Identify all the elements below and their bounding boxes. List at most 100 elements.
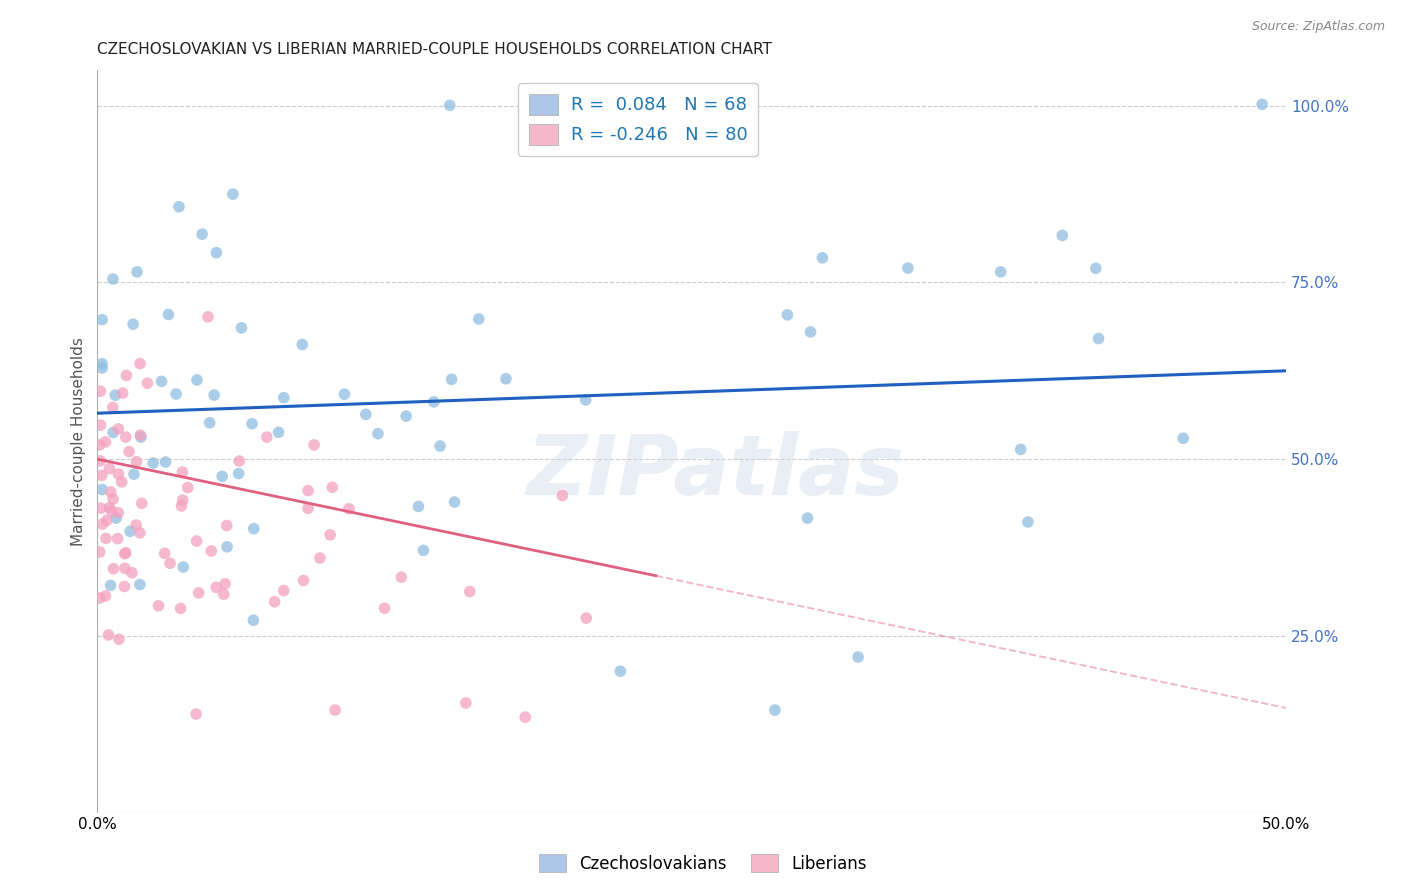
- Point: [94, 532, 117, 546]
- Point: [811, 251, 834, 265]
- Point: [323, 703, 346, 717]
- Point: [100, 578, 122, 592]
- Point: [228, 454, 250, 468]
- Point: [94, 434, 117, 449]
- Point: [197, 310, 219, 324]
- Point: [228, 467, 250, 481]
- Point: [122, 317, 145, 331]
- Point: [91, 312, 114, 326]
- Point: [98, 461, 121, 475]
- Point: [187, 586, 209, 600]
- Point: [172, 560, 194, 574]
- Point: [101, 272, 124, 286]
- Point: [111, 475, 134, 489]
- Point: [200, 544, 222, 558]
- Text: CZECHOSLOVAKIAN VS LIBERIAN MARRIED-COUPLE HOUSEHOLDS CORRELATION CHART: CZECHOSLOVAKIAN VS LIBERIAN MARRIED-COUP…: [97, 42, 772, 57]
- Point: [211, 469, 233, 483]
- Point: [367, 426, 389, 441]
- Point: [242, 522, 264, 536]
- Point: [107, 422, 129, 436]
- Point: [96, 513, 118, 527]
- Y-axis label: Married-couple Households: Married-couple Households: [72, 337, 86, 546]
- Point: [90, 501, 112, 516]
- Point: [125, 455, 148, 469]
- Point: [107, 467, 129, 482]
- Point: [129, 357, 152, 371]
- Point: [89, 591, 111, 605]
- Point: [374, 601, 396, 615]
- Point: [763, 703, 786, 717]
- Point: [846, 650, 869, 665]
- Point: [408, 500, 430, 514]
- Point: [131, 496, 153, 510]
- Point: [105, 511, 128, 525]
- Point: [114, 430, 136, 444]
- Point: [118, 524, 141, 539]
- Point: [302, 438, 325, 452]
- Point: [256, 430, 278, 444]
- Point: [212, 587, 235, 601]
- Text: Source: ZipAtlas.com: Source: ZipAtlas.com: [1251, 20, 1385, 33]
- Point: [155, 455, 177, 469]
- Point: [333, 387, 356, 401]
- Point: [104, 388, 127, 402]
- Point: [609, 664, 631, 678]
- Point: [165, 387, 187, 401]
- Point: [1087, 332, 1109, 346]
- Point: [319, 528, 342, 542]
- Point: [776, 308, 799, 322]
- Point: [128, 525, 150, 540]
- Point: [205, 580, 228, 594]
- Text: ZIPatlas: ZIPatlas: [526, 431, 904, 512]
- Point: [125, 265, 148, 279]
- Point: [111, 386, 134, 401]
- Point: [202, 388, 225, 402]
- Point: [101, 425, 124, 440]
- Point: [91, 357, 114, 371]
- Point: [191, 227, 214, 242]
- Point: [148, 599, 170, 613]
- Point: [100, 504, 122, 518]
- Point: [89, 384, 111, 399]
- Point: [1052, 228, 1074, 243]
- Point: [103, 562, 125, 576]
- Point: [575, 392, 598, 407]
- Point: [170, 499, 193, 513]
- Point: [114, 579, 136, 593]
- Legend: Czechoslovakians, Liberians: Czechoslovakians, Liberians: [533, 847, 873, 880]
- Point: [292, 574, 315, 588]
- Point: [121, 566, 143, 580]
- Point: [389, 570, 412, 584]
- Point: [551, 489, 574, 503]
- Point: [515, 710, 537, 724]
- Point: [186, 534, 208, 549]
- Point: [172, 493, 194, 508]
- Point: [1084, 261, 1107, 276]
- Point: [184, 707, 207, 722]
- Point: [273, 391, 295, 405]
- Point: [309, 551, 332, 566]
- Point: [91, 517, 114, 532]
- Point: [89, 454, 111, 468]
- Point: [118, 444, 141, 458]
- Point: [159, 556, 181, 570]
- Point: [98, 500, 121, 515]
- Point: [107, 532, 129, 546]
- Point: [108, 632, 131, 647]
- Point: [240, 417, 263, 431]
- Point: [297, 501, 319, 516]
- Point: [321, 480, 343, 494]
- Point: [186, 373, 208, 387]
- Point: [458, 584, 481, 599]
- Point: [215, 518, 238, 533]
- Point: [91, 361, 114, 376]
- Point: [423, 395, 446, 409]
- Point: [101, 401, 124, 415]
- Point: [337, 501, 360, 516]
- Point: [153, 546, 176, 560]
- Point: [263, 595, 285, 609]
- Point: [122, 467, 145, 482]
- Point: [172, 465, 194, 479]
- Point: [89, 438, 111, 452]
- Point: [575, 611, 598, 625]
